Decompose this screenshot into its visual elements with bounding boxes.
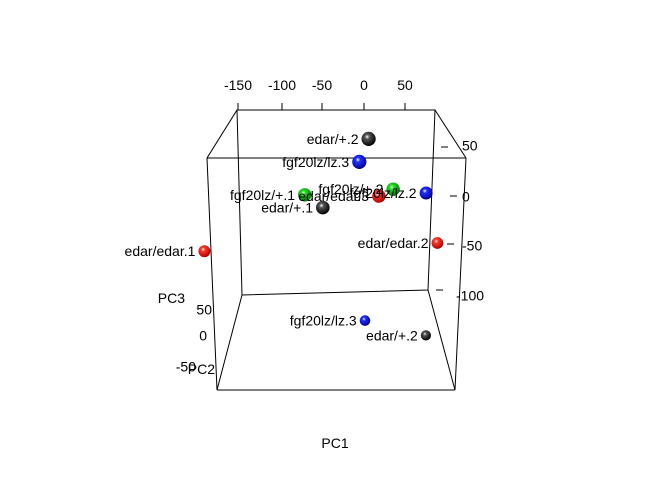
box-left-bottom-edge: [216, 294, 243, 391]
x-tick-label: 50: [397, 77, 413, 93]
z-tick-label: -50: [462, 238, 482, 254]
x-tick-label: -150: [224, 77, 252, 93]
y-tick-label: -50: [176, 359, 196, 375]
box-left-vertical-edge: [206, 157, 218, 391]
plot-box: [206, 109, 467, 391]
point-label: edar/+.2: [307, 131, 359, 147]
point-label: edar/edar.1: [125, 243, 196, 259]
point-label: fgf20lz/lz.2: [350, 185, 417, 201]
point-labels: edar/+.2fgf20lz/lz.3fgf20lz/lz.2fgf20lz/…: [125, 131, 429, 344]
data-point: [359, 315, 371, 326]
point-label: fgf20lz/+.2: [318, 181, 383, 197]
data-point: [298, 188, 312, 202]
point-label: fgf20lz/lz.3: [282, 154, 349, 170]
point-label: edar/edar.3: [298, 188, 369, 204]
x-tick-label: -50: [312, 77, 332, 93]
y-tick-label: 0: [199, 328, 207, 344]
x-tick-label: 0: [360, 77, 368, 93]
x-axis-label: PC1: [321, 435, 348, 451]
data-points: [198, 131, 444, 341]
point-label: edar/+.1: [261, 200, 313, 216]
data-point: [372, 189, 386, 203]
y-tick-label: 50: [196, 302, 212, 318]
data-point: [361, 131, 376, 146]
z-tick-label: 0: [462, 189, 470, 205]
data-point: [419, 186, 433, 200]
box-right-top-edge: [434, 109, 467, 159]
data-point: [431, 237, 444, 249]
point-label: fgf20lz/+.1: [230, 187, 295, 203]
point-label: fgf20lz/lz.3: [290, 313, 357, 329]
data-point: [386, 182, 400, 196]
box-right-vertical-edge: [454, 157, 467, 391]
data-point: [352, 154, 367, 169]
z-tick-label: -100: [456, 288, 484, 304]
z-axis-ticks: 50 0 -50 -100: [436, 138, 484, 304]
box-right-bottom-edge: [427, 289, 456, 391]
z-tick-label: 50: [462, 138, 478, 154]
y-axis-label: PC2: [188, 361, 215, 377]
y-axis-ticks: 50 0-50: [176, 302, 212, 375]
data-point: [198, 245, 211, 258]
x-axis-ticks: -150 -100 -50 0 50: [224, 77, 413, 110]
box-left-top-edge: [206, 109, 238, 159]
x-tick-label: -100: [268, 77, 296, 93]
data-point: [420, 330, 431, 341]
z-axis-label: PC3: [158, 290, 185, 306]
data-point: [316, 200, 330, 215]
point-label: edar/edar.2: [358, 235, 429, 251]
point-label: edar/+.2: [366, 327, 418, 343]
